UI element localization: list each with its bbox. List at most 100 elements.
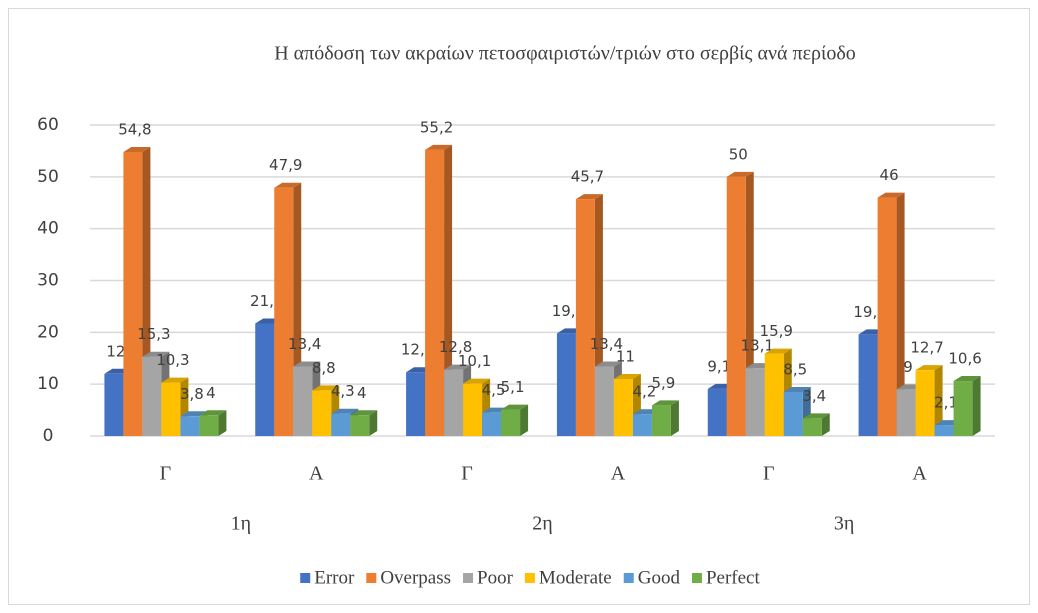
- bar: [199, 415, 219, 436]
- chart-frame: [8, 8, 1030, 605]
- bar: [312, 390, 332, 436]
- bar-top: [350, 410, 378, 416]
- data-label: 10,6: [948, 350, 981, 368]
- y-tick-label: 40: [37, 219, 59, 239]
- bar: [123, 151, 143, 436]
- x-tick-label: Α: [611, 463, 626, 485]
- bar: [444, 369, 464, 436]
- legend-label: Overpass: [380, 567, 451, 588]
- bar: [425, 149, 445, 436]
- data-label: 9: [903, 358, 913, 376]
- legend-swatch: [524, 573, 535, 583]
- data-label: 10,3: [156, 351, 189, 369]
- x-tick-label: Γ: [461, 463, 473, 485]
- x-tick-label: Α: [912, 463, 927, 485]
- bar-top: [575, 194, 603, 200]
- bar: [575, 199, 595, 436]
- legend-label: Perfect: [706, 567, 761, 588]
- bar: [104, 373, 124, 436]
- bar: [745, 368, 765, 436]
- data-label: 4: [206, 384, 216, 402]
- legend-swatch: [691, 573, 702, 583]
- bar: [613, 378, 633, 436]
- bar: [501, 409, 521, 436]
- bar-top: [877, 192, 905, 198]
- bar: [783, 391, 803, 436]
- data-label: 3,8: [180, 385, 204, 403]
- bar: [406, 372, 426, 436]
- bar-top: [123, 146, 151, 152]
- bar: [180, 416, 200, 436]
- bar: [707, 388, 727, 436]
- bar: [255, 323, 275, 436]
- data-label: 8,5: [783, 360, 807, 378]
- bar-side: [444, 144, 453, 436]
- bar-top: [764, 348, 792, 354]
- data-label: 2,1: [934, 394, 958, 412]
- data-label: 8,8: [312, 359, 336, 377]
- group-label: 3η: [834, 513, 854, 535]
- legend-swatch: [463, 573, 474, 583]
- bar: [764, 353, 784, 436]
- group-label: 1η: [231, 513, 251, 535]
- data-label: 15,9: [760, 322, 793, 340]
- bar-side: [369, 410, 378, 436]
- bar-side: [934, 365, 943, 436]
- bar-top: [444, 364, 472, 370]
- data-label: 9,1: [707, 357, 731, 375]
- bar: [726, 176, 746, 437]
- bar: [877, 197, 897, 436]
- bar: [161, 382, 181, 436]
- bar: [556, 333, 576, 436]
- bar-side: [670, 400, 679, 436]
- legend-swatch: [623, 573, 634, 583]
- bar-top: [594, 361, 622, 367]
- data-label: 55,2: [420, 118, 453, 136]
- y-tick-label: 10: [37, 374, 59, 394]
- data-label: 4,5: [482, 381, 506, 399]
- bar: [331, 413, 351, 436]
- legend-swatch: [366, 573, 377, 583]
- data-label: 10,1: [458, 352, 491, 370]
- bar-top: [953, 376, 981, 382]
- y-tick-label: 0: [43, 426, 54, 446]
- bar-top: [783, 386, 811, 392]
- legend-label: Poor: [477, 567, 514, 588]
- bar: [594, 366, 614, 436]
- bar-top: [425, 144, 453, 150]
- y-tick-label: 60: [37, 115, 59, 135]
- bar-side: [520, 404, 529, 436]
- bar-top: [199, 410, 227, 416]
- bar: [293, 366, 313, 436]
- x-tick-label: Α: [309, 463, 324, 485]
- bar-side: [896, 192, 905, 436]
- bar-top: [142, 351, 170, 357]
- bar-top: [161, 377, 189, 383]
- data-label: 45,7: [571, 168, 604, 186]
- data-label: 13,1: [741, 337, 774, 355]
- bar-top: [802, 413, 830, 419]
- bar: [858, 334, 878, 436]
- data-label: 47,9: [269, 156, 302, 174]
- bar: [802, 418, 822, 436]
- data-label: 5,9: [651, 374, 675, 392]
- bar: [953, 381, 973, 436]
- bar-top: [293, 361, 321, 367]
- y-tick-label: 20: [37, 322, 59, 342]
- bar-top: [915, 365, 943, 371]
- legend-label: Error: [314, 567, 355, 588]
- legend-swatch: [300, 573, 311, 583]
- data-label: 12: [106, 342, 125, 360]
- bar-side: [821, 413, 830, 436]
- data-label: 13,4: [288, 335, 321, 353]
- bar: [896, 389, 916, 436]
- data-label: 12,8: [439, 338, 472, 356]
- bar: [482, 412, 502, 436]
- bar: [934, 425, 954, 436]
- data-label: 4,2: [632, 383, 656, 401]
- bar: [350, 415, 370, 436]
- bar: [463, 383, 483, 436]
- data-label: 12,7: [910, 339, 943, 357]
- y-tick-label: 50: [37, 167, 59, 187]
